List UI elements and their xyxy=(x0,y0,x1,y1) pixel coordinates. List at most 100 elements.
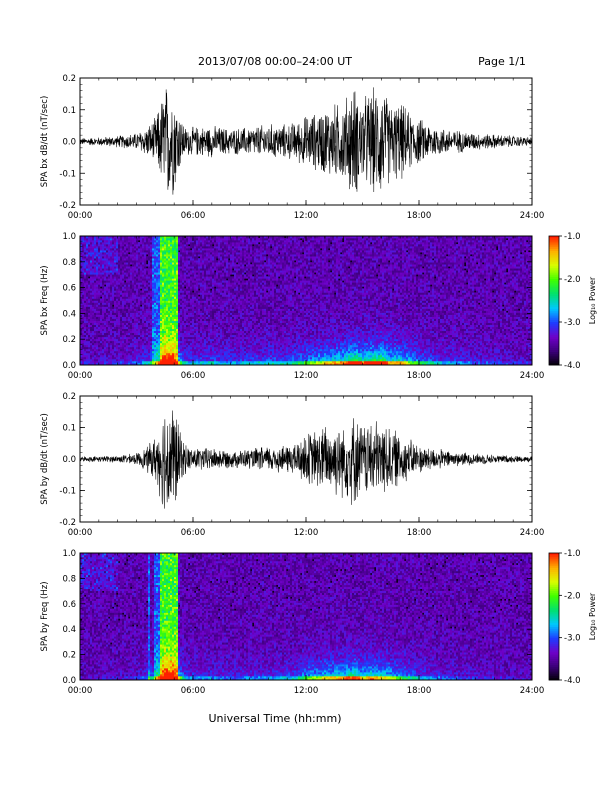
spectrogram-cell xyxy=(126,300,129,303)
spectrogram-cell xyxy=(162,292,165,295)
spectrogram-cell xyxy=(210,242,213,245)
spectrogram-cell xyxy=(222,272,225,275)
spectrogram-cell xyxy=(170,358,173,362)
spectrogram-cell xyxy=(204,270,207,273)
spectrogram-cell xyxy=(184,334,187,338)
spectrogram-cell xyxy=(216,240,219,243)
spectrogram-cell xyxy=(208,266,211,269)
spectrogram-cell xyxy=(214,280,217,283)
spectrogram-cell xyxy=(210,322,213,325)
spectrogram-cell xyxy=(154,240,157,243)
spectrogram-cell xyxy=(140,282,143,285)
spectrogram-cell xyxy=(182,236,185,239)
spectrogram-cell xyxy=(176,330,179,334)
spectrogram-cell xyxy=(92,330,95,334)
spectrogram-cell xyxy=(186,294,189,297)
spectrogram-cell xyxy=(130,354,133,358)
spectrogram-cell xyxy=(210,292,213,295)
spectrogram-cell xyxy=(106,296,109,299)
spectrogram-cell xyxy=(116,302,119,305)
spectrogram-cell xyxy=(164,298,167,301)
spectrogram-cell xyxy=(130,350,133,354)
spectrogram-cell xyxy=(132,272,135,275)
spectrogram-cell xyxy=(116,280,119,283)
spectrogram-cell xyxy=(140,362,143,366)
spectrogram-cell xyxy=(144,274,147,277)
spectrogram-cell xyxy=(132,358,135,362)
spectrogram-cell xyxy=(96,236,99,239)
spectrogram-cell xyxy=(98,270,101,273)
spectrogram-cell xyxy=(202,316,205,319)
spectrogram-cell xyxy=(128,242,131,245)
spectrogram-cell xyxy=(232,316,235,319)
spectrogram-cell xyxy=(230,358,233,362)
spectrogram-cell xyxy=(106,358,109,362)
spectrogram-cell xyxy=(118,334,121,338)
spectrogram-cell xyxy=(198,348,201,352)
spectrogram-cell xyxy=(164,270,167,273)
spectrogram-cell xyxy=(104,314,107,317)
spectrogram-cell xyxy=(202,306,205,309)
spectrogram-cell xyxy=(126,306,129,309)
spectrogram-cell xyxy=(164,238,167,241)
spectrogram-cell xyxy=(178,252,181,255)
spectrogram-cell xyxy=(142,320,145,323)
spectrogram-cell xyxy=(218,312,221,315)
spectrogram-cell xyxy=(154,272,157,275)
spectrogram-cell xyxy=(104,250,107,253)
spectrogram-cell xyxy=(140,284,143,287)
spectrogram-cell xyxy=(222,252,225,255)
spectrogram-cell xyxy=(200,314,203,317)
spectrogram-cell xyxy=(90,300,93,303)
spectrogram-cell xyxy=(142,328,145,332)
spectrogram-cell xyxy=(232,340,235,344)
spectrogram-cell xyxy=(230,332,233,336)
spectrogram-cell xyxy=(156,290,159,293)
spectrogram-cell xyxy=(84,342,87,346)
spectrogram-cell xyxy=(226,288,229,291)
spectrogram-cell xyxy=(94,242,97,245)
spectrogram-cell xyxy=(104,318,107,321)
spectrogram-cell xyxy=(124,246,127,249)
spectrogram-cell xyxy=(212,318,215,321)
spectrogram-cell xyxy=(208,346,211,350)
spectrogram-cell xyxy=(164,328,167,332)
spectrogram-cell xyxy=(202,260,205,263)
spectrogram-cell xyxy=(90,276,93,279)
spectrogram-cell xyxy=(158,316,161,319)
spectrogram-cell xyxy=(104,310,107,313)
spectrogram-cell xyxy=(100,302,103,305)
spectrogram-cell xyxy=(172,268,175,271)
spectrogram-cell xyxy=(156,268,159,271)
spectrogram-cell xyxy=(152,264,155,267)
spectrogram-cell xyxy=(92,272,95,275)
spectrogram-cell xyxy=(80,280,83,283)
spectrogram-cell xyxy=(184,280,187,283)
spectrogram-cell xyxy=(80,362,83,366)
spectrogram-cell xyxy=(100,326,103,330)
spectrogram-cell xyxy=(94,326,97,330)
spectrogram-cell xyxy=(188,252,191,255)
spectrogram-cell xyxy=(152,342,155,346)
spectrogram-cell xyxy=(90,270,93,273)
spectrogram-cell xyxy=(108,314,111,317)
spectrogram-cell xyxy=(90,316,93,319)
spectrogram-cell xyxy=(106,318,109,321)
spectrogram-cell xyxy=(128,310,131,313)
spectrogram-cell xyxy=(206,328,209,332)
spectrogram-cell xyxy=(104,268,107,271)
spectrogram-cell xyxy=(170,348,173,352)
spectrogram-cell xyxy=(228,344,231,348)
spectrogram-cell xyxy=(98,354,101,358)
spectrogram-cell xyxy=(138,238,141,241)
spectrogram-cell xyxy=(148,296,151,299)
spectrogram-cell xyxy=(116,318,119,321)
spectrogram-cell xyxy=(94,262,97,265)
spectrogram-cell xyxy=(168,252,171,255)
spectrogram-cell xyxy=(224,352,227,356)
spectrogram-cell xyxy=(142,246,145,249)
spectrogram-cell xyxy=(156,256,159,259)
spectrogram-cell xyxy=(172,314,175,317)
spectrogram-cell xyxy=(224,274,227,277)
spectrogram-cell xyxy=(204,238,207,241)
